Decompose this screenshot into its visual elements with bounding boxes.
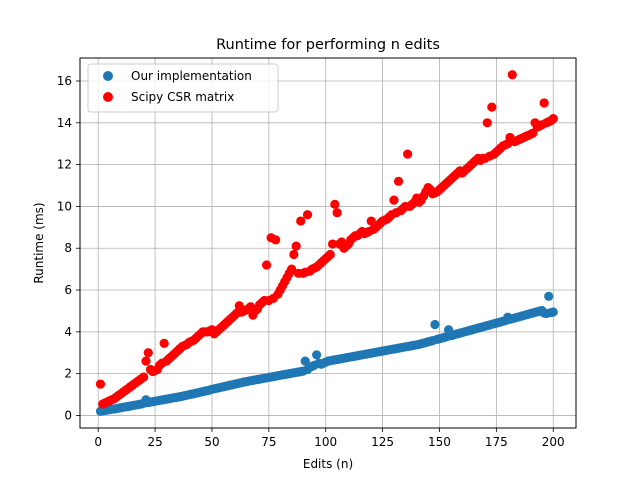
data-point: [548, 307, 558, 317]
data-point: [393, 176, 404, 186]
data-point: [539, 98, 549, 108]
x-tick-label: 0: [94, 435, 102, 449]
x-tick-label: 125: [371, 435, 394, 449]
y-tick-label: 0: [64, 408, 72, 422]
data-point: [544, 291, 554, 301]
data-point: [287, 264, 297, 274]
x-tick-label: 75: [261, 435, 276, 449]
series-1: [95, 70, 558, 409]
data-point: [271, 235, 281, 245]
legend-label-our-implementation: Our implementation: [131, 69, 252, 83]
legend-label-scipy-csr: Scipy CSR matrix: [131, 90, 234, 104]
data-point: [143, 348, 153, 358]
y-tick-label: 14: [57, 116, 72, 130]
data-point: [302, 210, 313, 220]
data-point: [139, 372, 149, 382]
data-point: [430, 319, 440, 330]
x-tick-label: 175: [485, 435, 508, 449]
data-point: [325, 249, 335, 260]
x-tick-label: 50: [204, 435, 219, 449]
plot-frame: [79, 57, 577, 429]
data-point: [327, 239, 338, 249]
chart-title: Runtime for performing n edits: [216, 37, 440, 53]
data-point: [507, 70, 517, 80]
series-0: [95, 291, 558, 416]
data-point: [95, 379, 106, 389]
x-axis-label: Edits (n): [303, 457, 353, 471]
data-point: [312, 350, 322, 360]
y-tick-label: 10: [57, 199, 72, 213]
data-point: [330, 199, 340, 209]
x-tick-label: 25: [147, 435, 162, 449]
data-point: [389, 195, 399, 205]
y-tick-label: 6: [64, 283, 72, 297]
data-point: [291, 241, 301, 251]
data-point: [487, 102, 497, 112]
data-points: [95, 70, 558, 416]
x-tick-label: 150: [428, 435, 451, 449]
legend-marker-our-implementation: [103, 71, 113, 81]
legend-box: [87, 63, 279, 113]
data-point: [289, 249, 299, 260]
y-tick-label: 12: [57, 158, 72, 172]
data-point: [548, 114, 558, 124]
y-axis-label: Runtime (ms): [32, 202, 46, 283]
y-tick-label: 16: [57, 74, 72, 88]
data-point: [332, 208, 342, 218]
legend-marker-scipy-csr: [103, 92, 113, 102]
y-tick-label: 8: [64, 241, 72, 255]
x-tick-label: 100: [314, 435, 337, 449]
x-tick-label: 200: [542, 435, 565, 449]
data-point: [159, 338, 169, 348]
y-tick-label: 2: [64, 367, 72, 381]
data-point: [141, 356, 151, 366]
data-point: [261, 260, 272, 270]
data-point: [403, 149, 413, 159]
y-tick-label: 4: [64, 325, 72, 339]
data-point: [482, 118, 492, 128]
axis-ticks: 0 25 50 75 100 125 150 175 200 0 2 4 6 8 10 12 14 16: [57, 74, 565, 449]
data-point: [296, 216, 306, 226]
legend: Our implementation Scipy CSR matrix: [87, 63, 279, 113]
